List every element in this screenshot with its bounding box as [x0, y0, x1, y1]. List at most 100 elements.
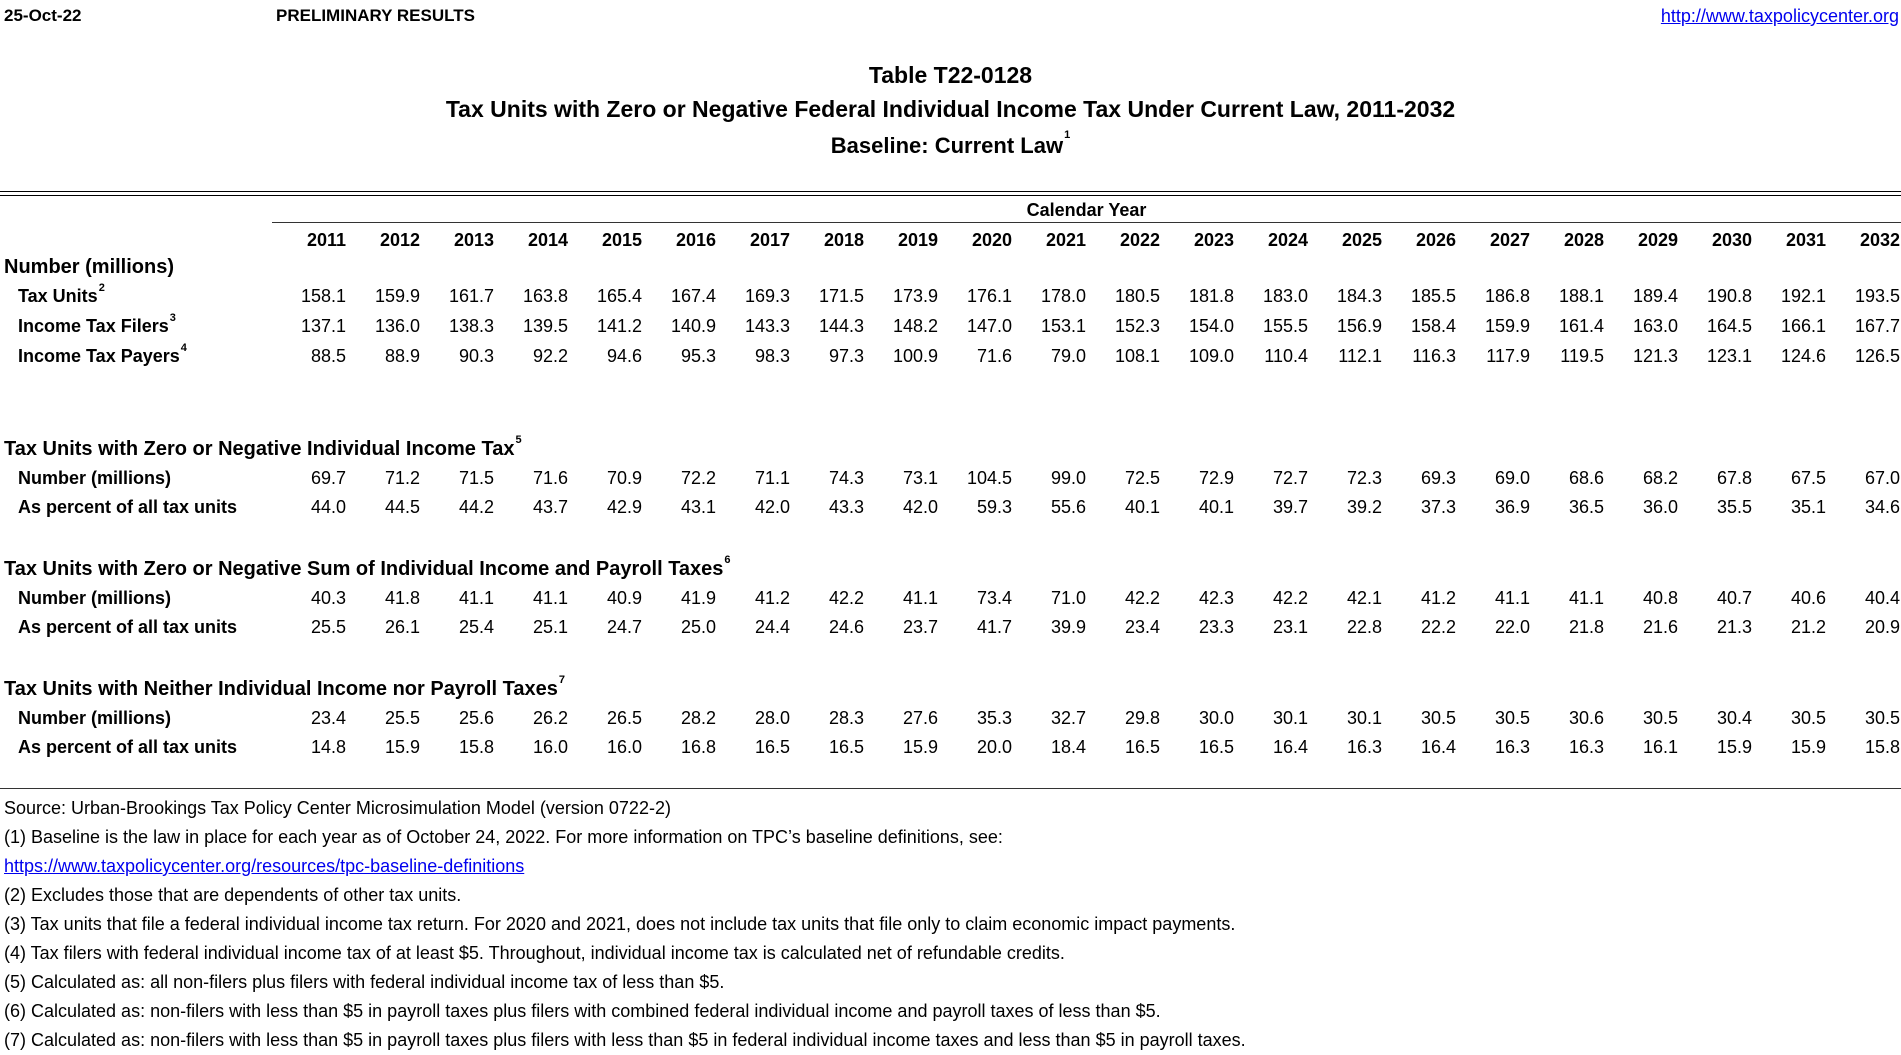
table-cell: 71.6: [976, 346, 1012, 366]
table-cell: 72.9: [1198, 468, 1234, 488]
table-cell: 16.0: [606, 737, 642, 757]
table-cell: 110.4: [1264, 346, 1308, 366]
table-cell: 180.5: [1114, 286, 1160, 306]
table-cell: 136.0: [374, 316, 420, 336]
table-cell: 26.5: [606, 708, 642, 728]
table-cell: 41.2: [754, 588, 790, 608]
year-header-cell: 2017: [749, 230, 790, 250]
table-cell: 69.7: [310, 468, 346, 488]
year-header-cell: 2012: [379, 230, 420, 250]
table-row: Number (millions) 23.4 25.5 25.6 26.2 26.5 28.…: [0, 708, 1901, 734]
table-cell: 173.9: [892, 286, 938, 306]
section-title-text: Number (millions): [4, 256, 175, 278]
table-cell: 30.5: [1642, 708, 1678, 728]
table-cell: 188.1: [1558, 286, 1604, 306]
row-label: As percent of all tax units: [18, 497, 237, 518]
table-cell: 72.2: [680, 468, 716, 488]
table-cell: 55.6: [1050, 497, 1086, 517]
table-cell: 44.2: [458, 497, 494, 517]
table-row: Number (millions) 69.7 71.2 71.5 71.6 70.9 72.…: [0, 468, 1901, 494]
year-header-row: 2011 2012 2013 2014 2015 2016 2017 2018 2019 2020…: [272, 230, 1901, 251]
table-cell: 25.5: [384, 708, 420, 728]
table-cell: 155.5: [1262, 316, 1308, 336]
row-label-text: Income Tax Payers: [18, 346, 180, 366]
table-cell: 161.4: [1558, 316, 1604, 336]
table-cell: 72.7: [1272, 468, 1308, 488]
table-cell: 166.1: [1780, 316, 1826, 336]
table-row: Income Tax Filers3 137.1 136.0 138.3 139.5 14…: [0, 312, 1901, 342]
table-cell: 40.7: [1716, 588, 1752, 608]
table-cell: 181.8: [1188, 286, 1234, 306]
table-cell: 72.5: [1124, 468, 1160, 488]
table-cell: 22.8: [1346, 617, 1382, 637]
year-header-cell: 2011: [306, 230, 346, 250]
row-label-text: Tax Units: [18, 286, 98, 306]
table-row: Number (millions) 40.3 41.8 41.1 41.1 40.9 41.…: [0, 588, 1901, 614]
table-row: Tax Units2 158.1 159.9 161.7 163.8 165.4 167.4…: [0, 282, 1901, 312]
row-label-text: As percent of all tax units: [18, 617, 238, 637]
table-cell: 22.2: [1420, 617, 1456, 637]
section-title: Tax Units with Neither Individual Income…: [4, 674, 565, 701]
table-cell: 28.0: [754, 708, 790, 728]
table-cell: 189.4: [1632, 286, 1678, 306]
table-cell: 94.6: [606, 346, 642, 366]
table-cell: 29.8: [1124, 708, 1160, 728]
table-row: As percent of all tax units 14.8 15.9 15.8 1…: [0, 737, 1901, 763]
table-cell: 126.5: [1854, 346, 1900, 366]
footnote-4: (4) Tax filers with federal individual i…: [4, 943, 1065, 963]
year-header-cell: 2030: [1711, 230, 1752, 250]
row-label: As percent of all tax units: [18, 617, 237, 638]
table-cell: 154.0: [1188, 316, 1234, 336]
row-label-text: As percent of all tax units: [18, 497, 238, 517]
table-cell: 71.2: [384, 468, 420, 488]
source-note: Source: Urban-Brookings Tax Policy Cente…: [4, 798, 671, 818]
table-cell: 90.3: [458, 346, 494, 366]
table-cell: 139.5: [522, 316, 568, 336]
table-cell: 70.9: [606, 468, 642, 488]
table-cell: 71.1: [754, 468, 790, 488]
table-cell: 16.0: [532, 737, 568, 757]
footnote-ref: 4: [180, 342, 187, 354]
year-header-cell: 2023: [1193, 230, 1234, 250]
table-cell: 144.3: [818, 316, 864, 336]
table-cell: 41.2: [1420, 588, 1456, 608]
footnote-6: (6) Calculated as: non-filers with less …: [4, 1001, 1161, 1021]
table-cell: 40.6: [1790, 588, 1826, 608]
table-cell: 22.0: [1494, 617, 1530, 637]
table-cell: 41.1: [1568, 588, 1604, 608]
table-cell: 30.5: [1494, 708, 1530, 728]
footnote-ref: 3: [169, 312, 176, 324]
table-cell: 167.4: [670, 286, 716, 306]
year-header-cell: 2016: [675, 230, 716, 250]
table-cell: 88.9: [384, 346, 420, 366]
footnote-ref: 1: [1064, 129, 1071, 141]
tpc-website-link[interactable]: http://www.taxpolicycenter.org: [1660, 6, 1899, 26]
table-cell: 44.0: [310, 497, 346, 517]
row-label: Number (millions): [18, 708, 171, 729]
table-cell: 59.3: [976, 497, 1012, 517]
table-cell: 37.3: [1420, 497, 1456, 517]
table-cell: 43.3: [828, 497, 864, 517]
table-cell: 42.2: [1272, 588, 1308, 608]
table-cell: 32.7: [1050, 708, 1086, 728]
table-cell: 30.5: [1864, 708, 1900, 728]
calendar-year-header: Calendar Year: [1026, 200, 1147, 220]
table-cell: 112.1: [1338, 346, 1382, 366]
table-cell: 116.3: [1412, 346, 1456, 366]
table-cell: 185.5: [1410, 286, 1456, 306]
table-cell: 26.1: [384, 617, 420, 637]
baseline-definitions-link[interactable]: https://www.taxpolicycenter.org/resource…: [4, 856, 525, 876]
table-cell: 23.4: [1124, 617, 1160, 637]
table-cell: 40.3: [310, 588, 346, 608]
table-cell: 30.1: [1346, 708, 1382, 728]
row-label: Number (millions): [18, 588, 171, 609]
table-cell: 156.9: [1336, 316, 1382, 336]
table-cell: 140.9: [670, 316, 716, 336]
table-cell: 161.7: [448, 286, 494, 306]
table-cell: 163.8: [522, 286, 568, 306]
section-title: Tax Units with Zero or Negative Individu…: [4, 434, 522, 461]
table-cell: 39.2: [1346, 497, 1382, 517]
year-header-cell: 2018: [823, 230, 864, 250]
table-cell: 25.4: [458, 617, 494, 637]
table-cell: 24.4: [754, 617, 790, 637]
